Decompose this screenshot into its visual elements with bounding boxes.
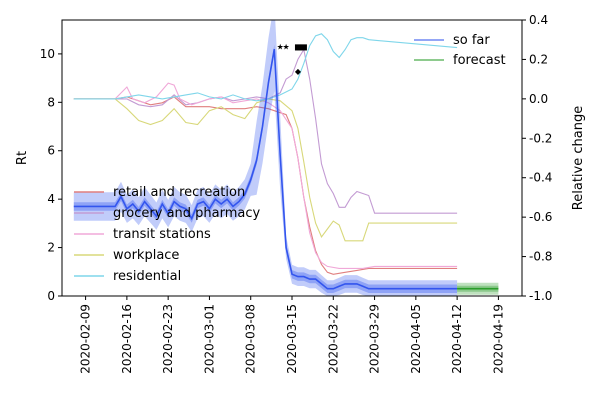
x-tick-label-2020-02-23: 2020-02-23 <box>161 304 175 374</box>
y-right-tick-label-0.0: 0.0 <box>529 92 548 106</box>
x-tick-label-2020-02-09: 2020-02-09 <box>79 304 93 374</box>
event-marker-0: ★ <box>277 43 284 52</box>
x-tick-label-2020-03-22: 2020-03-22 <box>326 304 340 374</box>
x-tick-label-2020-03-08: 2020-03-08 <box>244 304 258 374</box>
rt-lines <box>73 20 499 296</box>
legend-label-so-far: so far <box>453 33 490 48</box>
x-tick-label-2020-04-19: 2020-04-19 <box>491 304 505 374</box>
y-right-tick-label--0.2: -0.2 <box>529 131 552 145</box>
x-tick-label-2020-03-29: 2020-03-29 <box>368 304 382 374</box>
legend-label-workplace: workplace <box>113 248 179 263</box>
y-right-tick-label--0.8: -0.8 <box>529 250 552 264</box>
legend-label-transit-stations: transit stations <box>113 227 211 242</box>
event-marker-3: ■ <box>300 43 308 52</box>
legend-label-residential: residential <box>113 269 181 284</box>
legend-label-retail-and-recreation: retail and recreation <box>113 185 245 200</box>
mobility-line-retail-and-recreation <box>73 96 458 275</box>
x-tick-label-2020-04-05: 2020-04-05 <box>409 304 423 374</box>
mobility-line-residential <box>73 33 458 102</box>
y-right-tick-label--0.4: -0.4 <box>529 171 552 185</box>
y-right-tick-label-0.2: 0.2 <box>529 52 548 66</box>
legend-label-forecast: forecast <box>453 53 506 68</box>
rt-line-so-far <box>73 48 458 290</box>
y-left-tick-label-4: 4 <box>47 192 55 206</box>
legends: retail and recreation grocery and pharmac… <box>74 33 506 284</box>
mobility-lines <box>73 33 458 275</box>
x-tick-label-2020-02-16: 2020-02-16 <box>120 304 134 374</box>
y-left-tick-label-10: 10 <box>40 47 55 61</box>
y-left-tick-label-8: 8 <box>47 95 55 109</box>
event-marker-4: ◆ <box>295 67 302 76</box>
x-tick-label-2020-04-12: 2020-04-12 <box>450 304 464 374</box>
axes: 2020-02-09 2020-02-16 2020-02-23 2020-03-01… <box>40 13 553 374</box>
y-axis-label-left: Rt <box>15 151 30 165</box>
mobility-line-transit-stations <box>73 82 458 269</box>
mobility-line-grocery-and-pharmacy <box>73 48 458 214</box>
legend-label-grocery-and-pharmacy: grocery and pharmacy <box>113 206 261 221</box>
y-axis-label-right: Relative change <box>571 106 586 210</box>
y-right-tick-label--0.6: -0.6 <box>529 210 552 224</box>
y-left-tick-label-2: 2 <box>47 241 55 255</box>
y-left-tick-label-6: 6 <box>47 144 55 158</box>
band-outer-so-far <box>73 20 458 296</box>
y-right-tick-label--1.0: -1.0 <box>529 289 552 303</box>
event-marker-2: ■ <box>294 43 302 52</box>
x-tick-label-2020-03-15: 2020-03-15 <box>285 304 299 374</box>
x-tick-label-2020-03-01: 2020-03-01 <box>202 304 216 374</box>
y-right-tick-label-0.4: 0.4 <box>529 13 548 27</box>
event-markers: ★★ ■■ ◆ <box>277 43 308 76</box>
event-marker-1: ★ <box>283 43 290 52</box>
y-left-tick-label-0: 0 <box>47 289 55 303</box>
